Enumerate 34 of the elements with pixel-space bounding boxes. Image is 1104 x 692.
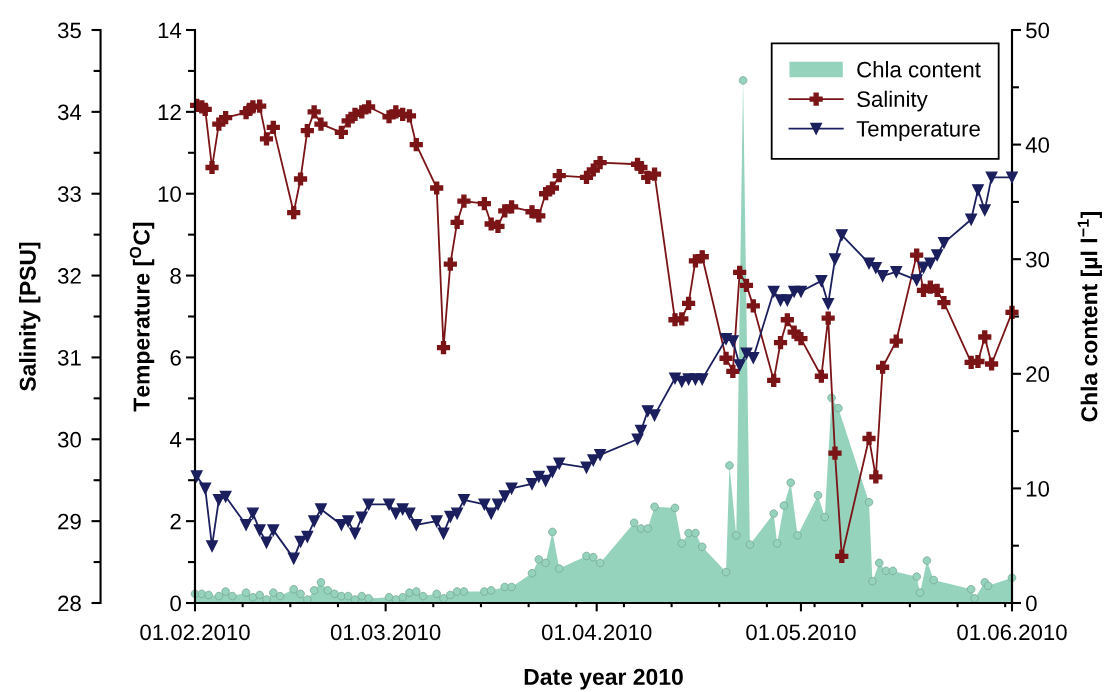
- y3-tick-label: 28: [58, 595, 81, 612]
- x-tick-label: 01.04.2010: [541, 624, 652, 641]
- y2-tick-label: 10: [1026, 480, 1050, 497]
- y-tick-label: 6: [170, 349, 181, 366]
- y3-tick-label: 29: [58, 513, 81, 530]
- y-tick-label: 8: [170, 268, 181, 284]
- x-tick-label: 01.06.2010: [957, 624, 1067, 641]
- y3-tick-label: 30: [57, 431, 81, 448]
- y3-axis-title: Salinity [PSU]: [19, 242, 41, 391]
- x-tick-label: 01.05.2010: [746, 624, 856, 641]
- y2-tick-label: 20: [1026, 366, 1050, 383]
- y2-tick-label: 40: [1025, 137, 1050, 153]
- legend-label: Temperature: [856, 121, 980, 142]
- y2-axis-title: Chla content [µl l$^{−1}$]: [1077, 211, 1102, 422]
- legend-label: Salinity: [857, 90, 928, 112]
- y-tick-label: 12: [158, 104, 181, 120]
- y-tick-label: 10: [158, 186, 181, 202]
- x-tick-label: 01.02.2010: [140, 624, 250, 641]
- y-tick-label: 2: [170, 513, 181, 530]
- y-axis-title: Temperature [$^{O}$C]: [129, 222, 155, 412]
- y-tick-label: 4: [169, 432, 182, 448]
- y-tick-label: 0: [170, 595, 181, 612]
- y3-tick-label: 33: [57, 186, 81, 202]
- y3-tick-label: 31: [57, 349, 81, 366]
- y3-tick-label: 35: [57, 22, 81, 39]
- y2-tick-label: 50: [1026, 22, 1050, 39]
- x-axis-title: Date year 2010: [524, 668, 683, 690]
- legend-label: Chla content: [857, 61, 981, 78]
- y2-tick-label: 0: [1026, 595, 1037, 612]
- y2-tick-label: 30: [1026, 251, 1050, 268]
- x-tick-label: 01.03.2010: [330, 624, 441, 641]
- y-tick-label: 14: [158, 22, 182, 39]
- y3-tick-label: 32: [57, 268, 81, 284]
- y3-tick-label: 34: [57, 104, 82, 121]
